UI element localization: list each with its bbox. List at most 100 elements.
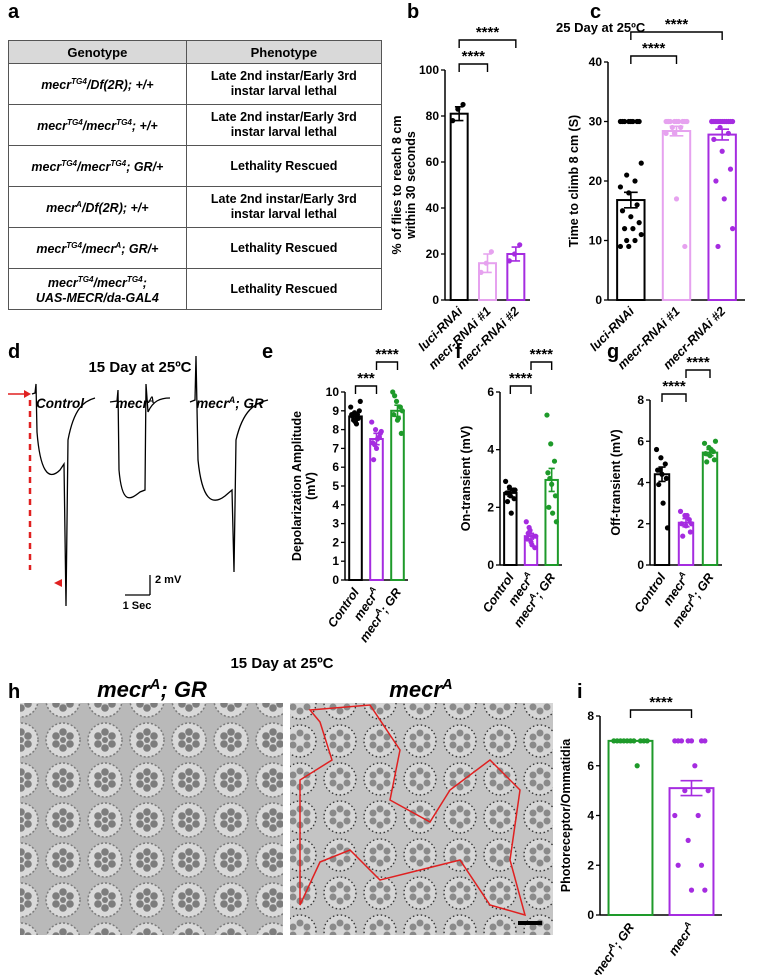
x-tick-label-part: A [372,606,384,618]
y-tick-label: 8 [587,709,594,723]
data-point [709,118,715,125]
phenotype: Late 2nd instar/Early 3rd instar larval … [185,104,383,146]
data-point [673,196,680,202]
error-bar [352,411,359,421]
data-point [715,118,721,125]
ephys-traces [31,355,269,607]
y-axis-label: Depolarization Amplitude [290,411,304,561]
error-bar [454,106,464,122]
x-tick-label-part: Control [632,570,669,615]
y-tick-label: 40 [426,201,440,215]
data-point [503,478,509,484]
data-point [713,178,719,184]
data-point [628,214,634,220]
data-point [523,519,529,525]
x-tick-label: Control [632,570,669,615]
data-point [679,521,685,527]
y-tick-label: 2 [487,500,494,514]
y-tick-label: 80 [426,109,440,123]
y-axis-label: (mV) [304,472,318,500]
data-point [621,226,628,232]
data-point [698,862,705,868]
data-point [664,525,671,531]
table-row: mecrA/Df(2R); +/+ Late 2nd instar/Early 3… [8,186,383,228]
y-tick-label: 4 [637,476,644,490]
genotype: mecrTG4/mecrA; GR/+ [8,227,187,269]
significance-bracket [630,31,723,40]
data-point [545,470,551,476]
data-point [701,440,708,446]
significance-bracket [509,385,532,394]
y-axis-label: Off-transient (mV) [609,429,623,535]
y-tick-label: 60 [426,155,440,169]
data-point [725,130,732,136]
data-point [678,738,685,744]
data-point [663,130,669,136]
data-point [624,237,630,244]
data-point [692,763,698,769]
data-point [378,428,384,435]
data-point [719,148,725,154]
y-axis-label: % of flies to reach 8 cm [390,116,404,255]
significance-bracket [530,361,553,370]
data-point [511,496,517,502]
error-bar [682,517,690,528]
micrograph-label-part: mecr [97,677,151,702]
data-point [665,118,671,125]
data-point [506,258,512,264]
data-point [630,118,636,125]
data-point [656,481,662,488]
y-tick-label: 10 [326,385,340,399]
x-tick-label-part: A [605,941,617,953]
bar [677,521,695,566]
genotype: mecrA/Df(2R); +/+ [8,186,187,228]
y-tick-label: 0 [432,293,439,307]
genotype-part: TG4 [71,77,87,87]
data-point [371,457,377,463]
data-point [680,118,686,125]
bar [348,415,363,581]
trace-label-part: A [228,395,236,405]
x-tick-label-part: A [366,585,378,597]
error-bar [373,432,380,446]
x-tick-label-part: ; GR [532,571,559,601]
data-point [638,160,644,166]
bar [390,409,405,581]
data-point [357,398,363,404]
bar [503,491,518,566]
data-point [353,421,360,427]
data-point [663,475,669,481]
y-tick-label: 6 [332,460,339,474]
data-point [374,436,381,442]
scale-label: 1 Sec [123,600,152,612]
bar [653,473,671,566]
data-point [675,862,681,868]
y-tick-label: 5 [332,479,339,493]
degeneration-outline [299,704,527,917]
data-point [644,738,650,744]
panel-label: c [590,1,601,23]
phenotype: Lethality Rescued [185,227,383,269]
y-tick-label: 3 [332,517,339,531]
data-point [695,812,701,819]
data-point [533,533,539,539]
data-point [399,408,405,414]
micrograph-label: mecrA; GR [97,676,207,703]
table-row: mecrTG4/mecrTG4; UAS-MECR/da-GAL4 Lethali… [8,268,383,310]
data-point [348,404,354,410]
y-tick-label: 8 [637,393,644,407]
significance-bracket [661,393,687,402]
y-axis-label: Time to climb 8 cm (S) [567,115,581,247]
genotype-part: /mecr [77,160,111,175]
data-point [634,763,640,769]
data-point [398,430,404,436]
significance-label: **** [642,40,666,57]
data-point [687,529,693,535]
significance-bracket [458,63,489,72]
y-tick-label: 10 [589,234,603,248]
y-tick-label: 0 [487,558,494,572]
x-tick-label-part: ; GR [610,921,637,951]
y-tick-label: 0 [332,573,339,587]
data-point [551,458,558,464]
